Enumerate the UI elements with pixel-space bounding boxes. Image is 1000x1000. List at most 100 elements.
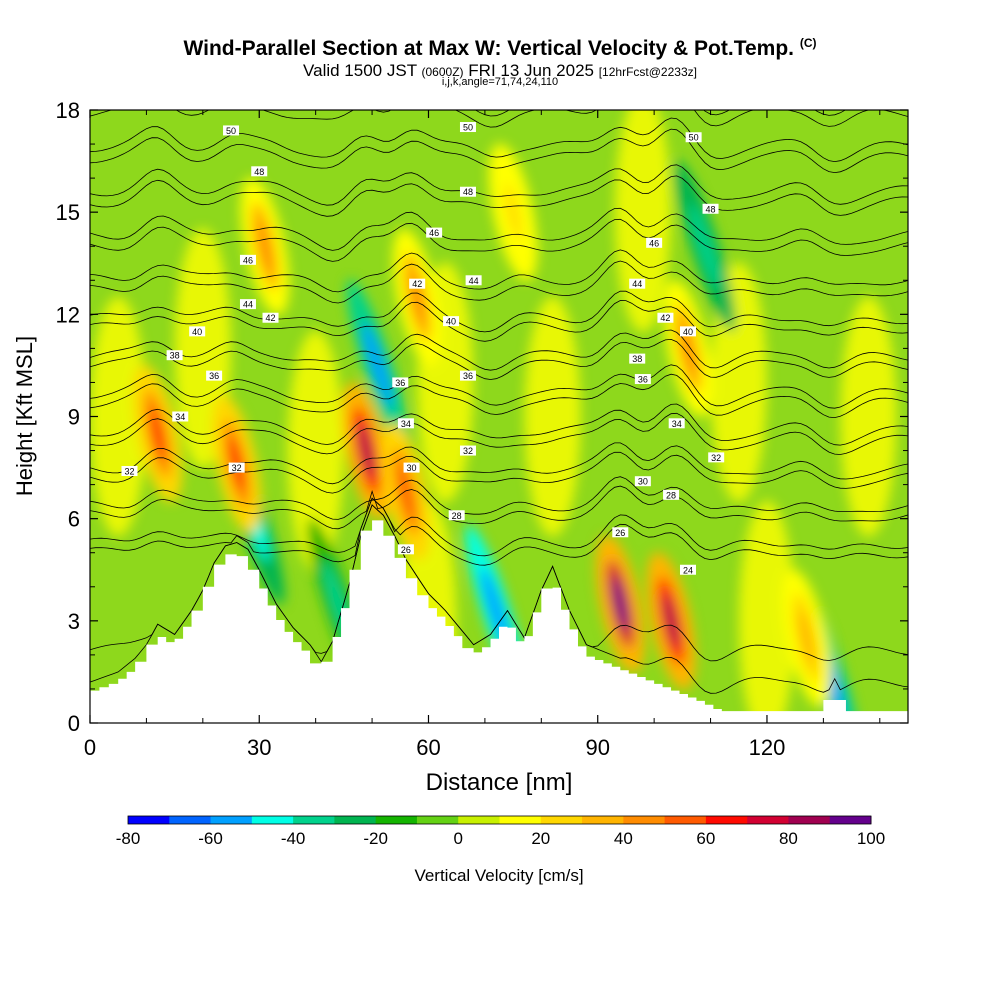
contour-label-text: 48 [706, 204, 716, 214]
contour-label: 36 [206, 370, 223, 381]
contour-label-text: 34 [672, 419, 682, 429]
contour-label-bg [708, 452, 725, 463]
contour-label-text: 36 [395, 378, 405, 388]
contour-label-text: 46 [649, 238, 659, 248]
contour-label-text: 32 [232, 463, 242, 473]
y-tick-label: 15 [56, 200, 80, 225]
chart-subtitle: Valid 1500 JST (0600Z) FRI 13 Jun 2025 [… [0, 61, 1000, 81]
colorbar-swatch [334, 816, 377, 824]
contour-label-text: 50 [226, 126, 236, 136]
x-axis: 0 30 60 90 120 [84, 110, 881, 760]
contour-label-text: 38 [170, 351, 180, 361]
contour-label-text: 44 [243, 300, 253, 310]
contour-label: 42 [657, 312, 674, 323]
contour-label-text: 48 [254, 167, 264, 177]
theta-contour-line [474, 110, 847, 117]
theta-contour-line [90, 476, 908, 520]
colorbar-tick-label: -40 [281, 829, 306, 848]
theta-contour-line [90, 442, 908, 485]
vertical-velocity-field [90, 110, 897, 723]
contour-label-text: 50 [463, 123, 473, 133]
contour-label-bg [679, 326, 696, 337]
contour-label: 32 [459, 445, 476, 456]
theta-contour-line [90, 364, 908, 409]
contour-label-text: 42 [660, 313, 670, 323]
contour-label-text: 32 [124, 466, 134, 476]
contour-label: 30 [403, 462, 420, 473]
theta-contour-line [90, 43, 908, 83]
contour-label-bg [657, 312, 674, 323]
section-index: i,j,k,angle=71,74,24,110 [441, 76, 559, 88]
contour-label-bg [239, 299, 256, 310]
contour-label: 36 [634, 374, 651, 385]
contour-label-text: 40 [683, 327, 693, 337]
downdraft-core-inner [362, 322, 394, 409]
terrain-mask [90, 520, 908, 723]
contour-label-text: 38 [632, 354, 642, 364]
colorbar-swatch [169, 816, 212, 824]
contour-label-bg [668, 418, 685, 429]
colorbar-swatch [747, 816, 789, 824]
contour-label-bg [251, 166, 268, 177]
x-tick-label: 90 [585, 735, 609, 760]
contour-label-bg [223, 125, 240, 136]
contour-label: 34 [172, 411, 189, 422]
theta-contour-line [90, 260, 908, 304]
contour-label-bg [459, 122, 476, 133]
updraft-peak [663, 593, 679, 649]
contour-label-text: 32 [711, 453, 721, 463]
theta-contour-line [90, 412, 908, 455]
contour-label: 32 [121, 465, 138, 476]
y-tick-label: 0 [68, 711, 80, 736]
contour-label-bg [239, 254, 256, 265]
contour-label-bg [262, 312, 279, 323]
contour-label-bg [663, 489, 680, 500]
contour-label-bg [646, 237, 663, 248]
weak-updraft-band [614, 110, 671, 333]
contour-label-text: 30 [638, 477, 648, 487]
contour-label-bg [443, 316, 460, 327]
updraft-peak [257, 218, 273, 274]
colorbar-swatch [623, 816, 666, 824]
contour-label-bg [392, 377, 409, 388]
contour-label-text: 40 [446, 317, 456, 327]
colorbar-tick-label: 20 [531, 829, 550, 848]
updraft-peak [505, 184, 521, 240]
contour-label-bg [172, 411, 189, 422]
copyright-mark: (C) [799, 36, 817, 50]
y-tick-label: 3 [68, 609, 80, 634]
contour-label: 36 [392, 377, 409, 388]
contour-label-bg [409, 278, 426, 289]
weak-updraft-band [738, 500, 795, 723]
theta-contour-line [90, 207, 908, 251]
contour-label-text: 26 [401, 545, 411, 555]
contour-label: 44 [465, 275, 482, 286]
theta-contour-line [90, 110, 908, 128]
x-tick-label: 60 [416, 735, 440, 760]
colorbar-swatch [458, 816, 500, 824]
contour-label-bg [189, 326, 206, 337]
contour-label-text: 48 [463, 187, 473, 197]
theta-contour-line [90, 403, 908, 446]
colorbar-tick-label: 60 [696, 829, 715, 848]
contour-label-text: 46 [429, 228, 439, 238]
colorbar-swatch [705, 816, 748, 824]
contour-label-bg [206, 370, 223, 381]
x-tick-label: 0 [84, 735, 96, 760]
updraft-peak [798, 610, 815, 666]
theta-contour-line [90, 164, 908, 206]
contour-label: 48 [251, 166, 268, 177]
contour-label-text: 42 [266, 313, 276, 323]
theta-contours [90, 43, 908, 694]
contour-label-text: 50 [689, 133, 699, 143]
y-tick-label: 12 [56, 302, 80, 327]
contour-label-bg [397, 544, 414, 555]
contour-label: 46 [426, 227, 443, 238]
contour-label-bg [448, 510, 465, 521]
contour-label-text: 36 [638, 375, 648, 385]
contour-label: 34 [397, 418, 414, 429]
theta-contour-line [90, 128, 908, 174]
updraft-peak [150, 406, 166, 461]
contour-label-text: 34 [175, 412, 185, 422]
